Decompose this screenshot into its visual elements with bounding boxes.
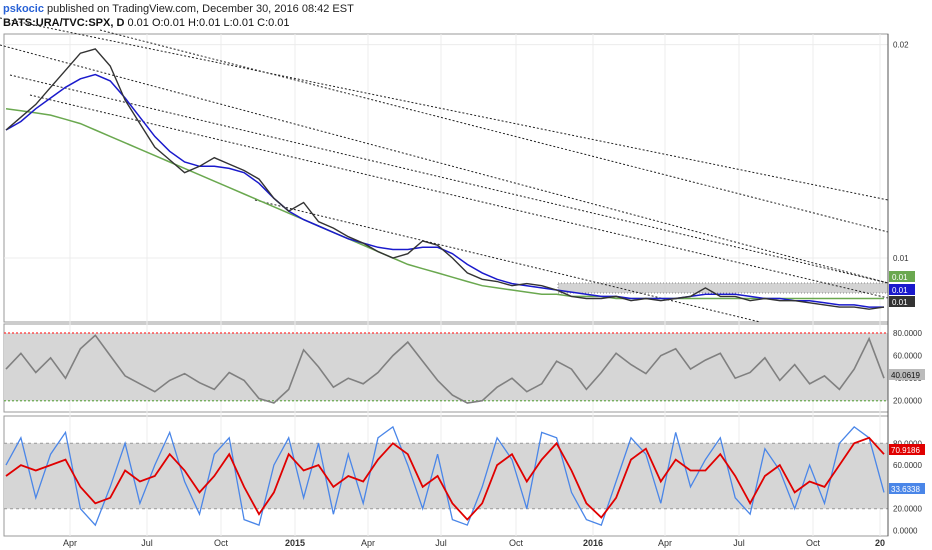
price-tick-label: 0.01 <box>893 254 909 263</box>
rsi-tick-label: 20.0000 <box>893 397 922 406</box>
x-tick-label: Apr <box>658 538 672 548</box>
x-tick-label: Jul <box>141 538 153 548</box>
ohlc-values: 0.01 O:0.01 H:0.01 L:0.01 C:0.01 <box>127 17 290 29</box>
badge-price: 0.01 <box>892 298 908 307</box>
badge-stoch-k: 33.6338 <box>891 485 920 494</box>
series-ma_slow <box>5 107 884 300</box>
trend-channel-line <box>0 44 889 284</box>
badge-stoch-d-bg <box>889 444 925 455</box>
stoch-tick-label: 0.0000 <box>893 527 918 536</box>
x-tick-label: Apr <box>361 538 375 548</box>
stoch-tick-label: 20.0000 <box>893 505 922 514</box>
badge-stoch-d: 70.9186 <box>891 446 920 455</box>
rsi-tick-label: 80.0000 <box>893 329 922 338</box>
badge-price-bg <box>889 296 915 307</box>
last-value-badges: 0.01 0.01 0.01 40.0619 70.9186 33.6338 <box>889 271 925 494</box>
x-tick-label: Oct <box>214 538 229 548</box>
symbol-line: BATS:URA/TVC:SPX, D 0.01 O:0.01 H:0.01 L… <box>3 16 354 30</box>
author-link[interactable]: pskocic <box>3 3 44 15</box>
badge-ma-fast: 0.01 <box>892 286 908 295</box>
series-rsi <box>5 334 885 404</box>
x-tick-label: 2016 <box>583 538 603 548</box>
publish-line: pskocic published on TradingView.com, De… <box>3 2 354 16</box>
indicator-bands <box>4 282 889 510</box>
stoch-band <box>4 443 888 509</box>
x-tick-label: Apr <box>63 538 77 548</box>
x-tick-label: Oct <box>806 538 821 548</box>
badge-ma-slow-bg <box>889 271 915 282</box>
x-tick-label: 2015 <box>285 538 305 548</box>
trend-channel-line <box>0 17 889 201</box>
trend-channel-lines <box>0 17 889 323</box>
badge-ma-fast-bg <box>889 284 915 295</box>
series-price <box>5 48 885 310</box>
trend-channel-line <box>29 94 889 299</box>
x-tick-label: Jul <box>733 538 745 548</box>
trend-channel-line <box>99 29 889 233</box>
publish-text: published on TradingView.com, December 3… <box>47 3 354 15</box>
price-tick-label: 0.02 <box>893 41 909 50</box>
stoch-tick-label: 60.0000 <box>893 461 922 470</box>
x-tick-label: 20 <box>875 538 885 548</box>
series-ma_fast <box>5 73 884 308</box>
series-lines <box>5 48 885 527</box>
x-tick-label: Jul <box>435 538 447 548</box>
badge-stoch-k-bg <box>889 483 925 494</box>
badge-rsi: 40.0619 <box>891 371 920 380</box>
series-stoch-d <box>5 436 885 521</box>
consolidation-box-border <box>557 282 889 294</box>
stoch-tick-label: 80.0000 <box>893 439 922 448</box>
series-stoch-k <box>5 425 885 527</box>
trend-channel-line <box>254 199 761 323</box>
consolidation-box <box>558 283 888 293</box>
rsi-tick-label: 60.0000 <box>893 352 922 361</box>
chart-header: pskocic published on TradingView.com, De… <box>3 2 354 30</box>
badge-ma-slow: 0.01 <box>892 273 908 282</box>
badge-rsi-bg <box>889 369 925 380</box>
x-tick-label: Oct <box>509 538 524 548</box>
symbol-label: BATS:URA/TVC:SPX, D <box>3 17 125 29</box>
